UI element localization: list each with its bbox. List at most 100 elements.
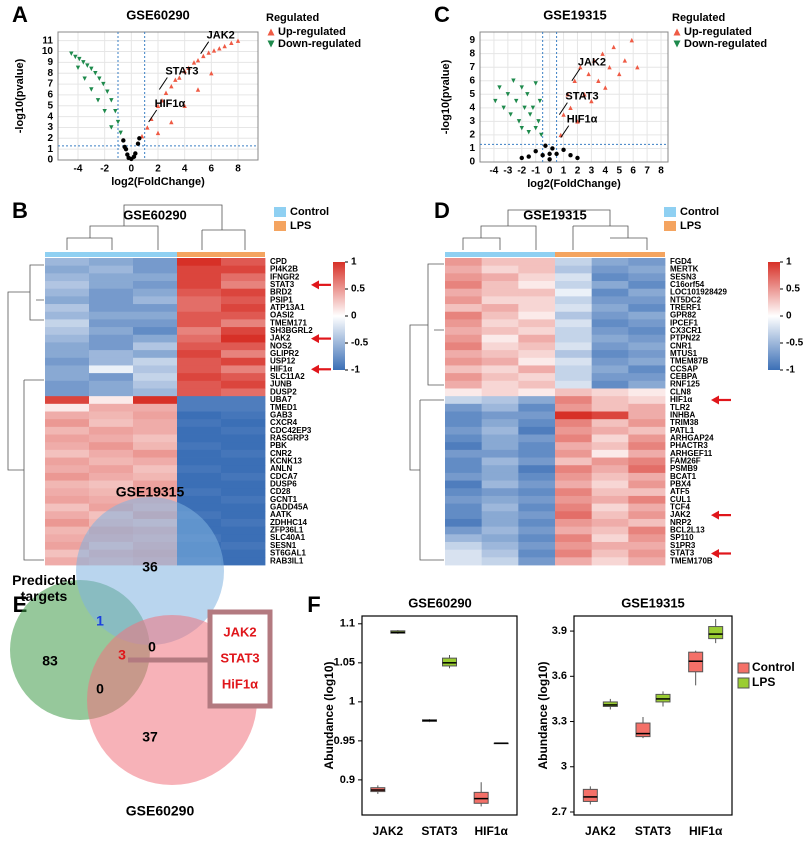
point — [561, 112, 566, 117]
heat-cell — [45, 411, 90, 420]
heat-cell — [481, 403, 519, 412]
x-tick-label: JAK2 — [585, 824, 616, 838]
heat-cell — [133, 304, 178, 313]
heat-cell — [133, 403, 178, 412]
legend-label: Control — [290, 206, 329, 218]
heat-cell — [628, 373, 666, 382]
heat-cell — [628, 327, 666, 336]
point — [561, 147, 566, 153]
heat-cell — [221, 396, 266, 405]
heat-cell — [177, 311, 222, 320]
row-label: CD28 — [270, 487, 291, 496]
heat-cell — [555, 511, 593, 520]
heat-cell — [445, 465, 483, 474]
heat-cell — [628, 365, 666, 374]
row-label: CDC42EP3 — [270, 426, 312, 435]
heat-cell — [221, 511, 266, 520]
box — [582, 788, 598, 802]
heat-cell — [89, 472, 134, 481]
heat-cell — [628, 411, 666, 420]
point — [537, 98, 543, 104]
region-count: 0 — [96, 681, 104, 697]
heat-cell — [591, 273, 629, 282]
point — [617, 71, 622, 77]
point — [131, 154, 137, 159]
heat-cell — [177, 265, 222, 274]
colorbar-label: 0.5 — [786, 284, 800, 295]
heat-cell — [555, 457, 593, 466]
legend-label: LPS — [290, 220, 311, 232]
heat-cell — [221, 327, 266, 336]
point — [582, 92, 587, 97]
heat-cell — [518, 419, 556, 428]
target-box — [207, 609, 273, 709]
heat-cell — [445, 534, 483, 543]
heat-cell — [133, 296, 178, 305]
heat-cell — [221, 342, 266, 351]
legend-label: Down-regulated — [684, 38, 767, 50]
point — [607, 65, 612, 70]
row-label: AATK — [270, 510, 292, 519]
heat-cell — [591, 357, 629, 366]
point — [519, 85, 524, 90]
colorbar-label: -0.5 — [786, 338, 804, 349]
heat-cell — [555, 258, 593, 267]
point — [572, 78, 577, 83]
point — [508, 112, 513, 117]
heat-cell — [591, 511, 629, 520]
row-label: NRP2 — [670, 518, 692, 527]
point — [622, 58, 628, 63]
heat-cell — [221, 457, 266, 466]
heat-cell — [591, 311, 629, 320]
heat-cell — [89, 334, 134, 343]
heat-cell — [481, 488, 519, 497]
heat-cell — [177, 403, 222, 412]
point — [73, 54, 78, 60]
heat-cell — [133, 334, 178, 343]
row-label: TRIM38 — [670, 418, 699, 427]
row-label: MTUS1 — [670, 349, 698, 358]
chart-title: GSE60290 — [408, 595, 472, 610]
heat-cell — [591, 403, 629, 412]
legend-marker — [267, 28, 275, 36]
heat-cell — [45, 465, 90, 474]
y-axis-label: -log10(pvalue) — [14, 58, 26, 133]
arrow-head — [311, 334, 319, 344]
heat-cell — [481, 265, 519, 274]
dendrogram — [409, 263, 444, 561]
heat-cell — [89, 365, 134, 374]
heat-cell — [45, 549, 90, 558]
row-label: TMEM87B — [670, 357, 708, 366]
y-tick-label: 0.95 — [334, 735, 355, 747]
panel-letter: C — [434, 2, 450, 27]
heat-cell — [481, 549, 519, 558]
point — [235, 38, 241, 43]
heat-cell — [445, 334, 483, 343]
heat-cell — [628, 258, 666, 267]
heat-cell — [445, 472, 483, 481]
row-label: SP110 — [670, 533, 694, 542]
heat-cell — [518, 511, 556, 520]
y-tick-label: 3.6 — [552, 670, 567, 682]
heat-cell — [89, 373, 134, 382]
heat-cell — [555, 281, 593, 290]
point — [497, 85, 502, 90]
dendrogram — [462, 209, 648, 250]
heat-cell — [221, 357, 266, 366]
heat-cell — [445, 288, 483, 297]
heat-cell — [481, 534, 519, 543]
colorbar-label: 0 — [786, 311, 792, 322]
legend-marker — [267, 40, 275, 48]
point — [516, 119, 522, 124]
dendrogram — [66, 204, 246, 250]
heat-cell — [89, 480, 134, 489]
heat-cell — [481, 503, 519, 512]
panel-letter: B — [12, 198, 28, 223]
heat-cell — [89, 304, 134, 313]
heat-cell — [481, 350, 519, 359]
heat-cell — [133, 434, 178, 443]
panel-letter: D — [434, 198, 450, 223]
row-label: SESN3 — [670, 272, 697, 281]
region-count: 3 — [118, 647, 126, 663]
